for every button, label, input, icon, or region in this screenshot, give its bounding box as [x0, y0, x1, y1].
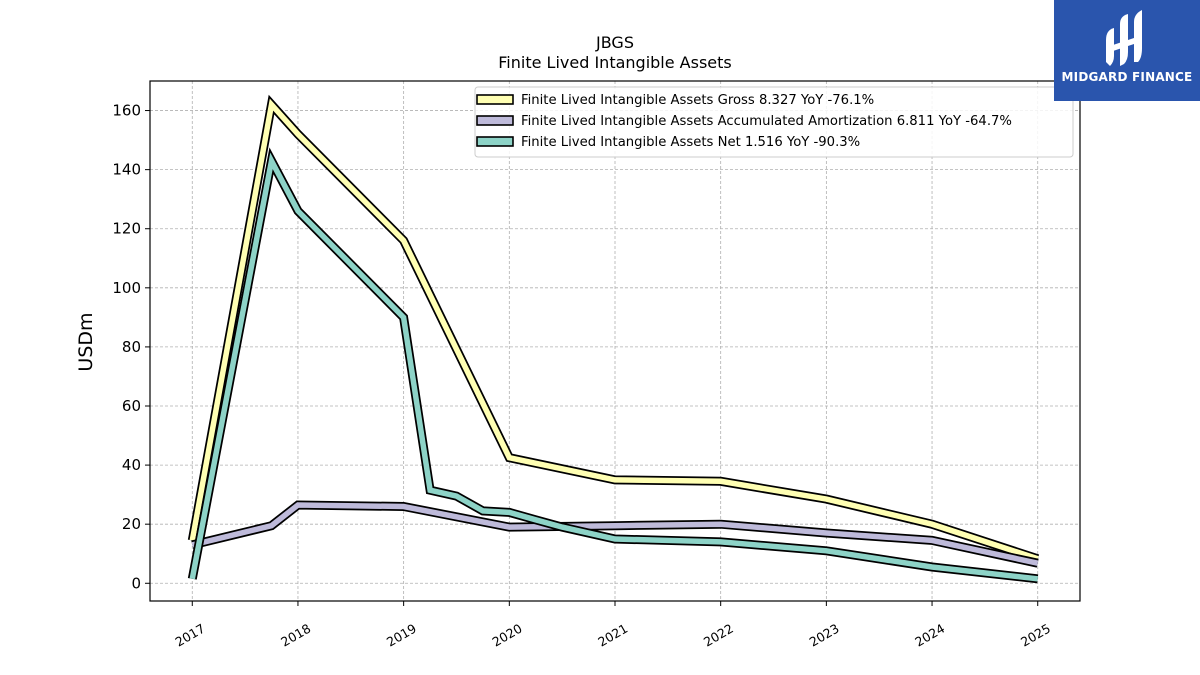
brand-logo-text: MIDGARD FINANCE [1061, 70, 1193, 84]
x-tick-label: 2019 [384, 621, 419, 650]
x-tick-label: 2023 [807, 621, 842, 650]
y-tick-label: 20 [122, 515, 141, 533]
y-tick-label: 100 [112, 279, 141, 297]
x-axis: 2017 2018 2019 2020 2021 2022 2023 2024 2025 [172, 601, 1053, 650]
chart-subtitle: Finite Lived Intangible Assets [498, 53, 731, 72]
legend-label-1: Finite Lived Intangible Assets Gross 8.3… [521, 93, 874, 108]
legend-swatch-3 [476, 136, 514, 147]
y-tick-label: 140 [112, 161, 141, 179]
brand-logo: MIDGARD FINANCE [1054, 0, 1200, 101]
legend-label-3: Finite Lived Intangible Assets Net 1.516… [521, 135, 860, 150]
series-line-1 [189, 98, 1039, 562]
x-tick-label: 2020 [490, 621, 525, 650]
y-tick-label: 120 [112, 220, 141, 238]
midgard-logo-icon [1106, 10, 1142, 66]
x-tick-label: 2024 [912, 621, 947, 650]
y-axis: 0 20 40 60 80 100 120 140 160 [112, 102, 150, 592]
legend: Finite Lived Intangible Assets Gross 8.3… [474, 86, 1074, 158]
y-tick-label: 160 [112, 102, 141, 120]
y-tick-label: 60 [122, 397, 141, 415]
chart-title: JBGS [595, 33, 634, 52]
legend-label-2: Finite Lived Intangible Assets Accumulat… [521, 114, 1012, 129]
legend-box [474, 86, 1074, 158]
x-tick-label: 2017 [172, 621, 207, 650]
y-tick-label: 80 [122, 338, 141, 356]
x-tick-label: 2021 [595, 621, 630, 650]
y-axis-label: USDm [75, 312, 97, 371]
y-tick-label: 0 [131, 574, 141, 592]
x-tick-label: 2018 [278, 621, 313, 650]
legend-swatch-1 [476, 94, 514, 105]
y-tick-label: 40 [122, 456, 141, 474]
grid [150, 81, 1080, 601]
series-layer [187, 94, 1040, 584]
x-tick-label: 2025 [1018, 621, 1053, 650]
x-tick-label: 2022 [701, 621, 736, 650]
legend-swatch-2 [476, 115, 514, 126]
